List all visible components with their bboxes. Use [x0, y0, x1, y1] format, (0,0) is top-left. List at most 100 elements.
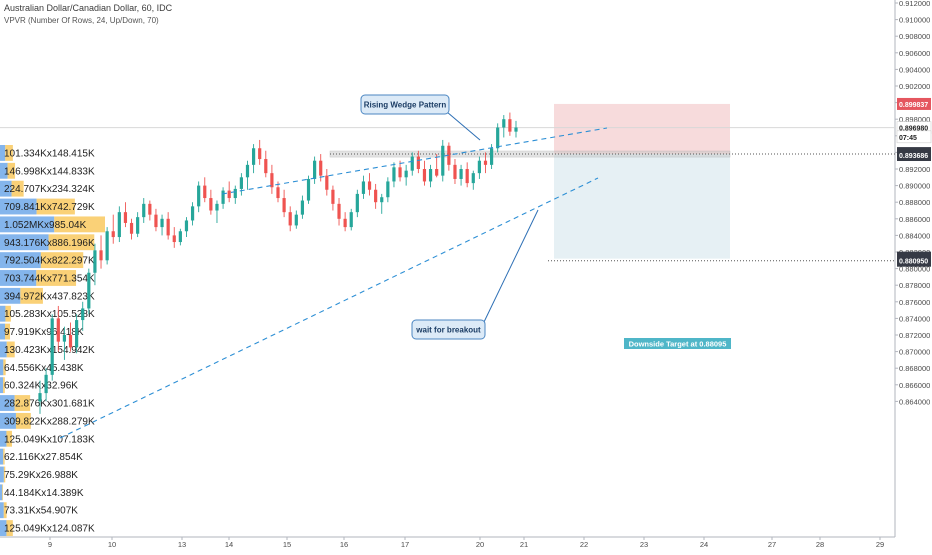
candle-body — [93, 250, 97, 273]
price-badge-label: 0.893686 — [899, 153, 928, 160]
indicator-label: VPVR (Number Of Rows, 24, Up/Down, 70) — [4, 16, 159, 25]
vp-buy-bar — [0, 484, 3, 501]
candle-body — [355, 193, 359, 213]
candle-body — [343, 218, 347, 228]
candle-body — [325, 175, 329, 190]
candle-body — [313, 160, 317, 179]
vp-buy-bar — [0, 323, 6, 340]
x-tick-label: 29 — [876, 540, 884, 549]
wedge-lower-line — [59, 177, 599, 439]
x-tick-label: 20 — [476, 540, 484, 549]
vp-buy-bar — [0, 377, 4, 394]
x-tick-label: 22 — [580, 540, 588, 549]
vp-buy-bar — [0, 395, 15, 411]
candle-body — [441, 145, 445, 176]
vp-sell-bar — [14, 395, 31, 411]
x-tick-label: 23 — [640, 540, 648, 549]
vp-row-label: 125.049Kx124.087K — [4, 524, 95, 535]
y-tick-label: 0.866000 — [899, 381, 930, 390]
vp-row-label: 703.744Kx771.354K — [4, 273, 95, 284]
candle-body — [447, 145, 451, 165]
candle-body — [184, 220, 189, 232]
candle-body — [99, 250, 103, 261]
candle-body — [227, 190, 231, 199]
callout-rising-wedge: Rising Wedge Pattern — [364, 101, 447, 110]
vp-row-label: 75.29Kx26.988K — [4, 470, 78, 481]
y-tick-label: 0.888000 — [899, 198, 930, 207]
vp-buy-bar — [0, 216, 55, 233]
y-tick-label: 0.904000 — [899, 65, 930, 74]
candle-body — [111, 231, 115, 238]
vp-sell-bar — [20, 287, 43, 304]
candle-body — [251, 148, 256, 165]
candle-body — [142, 203, 146, 218]
vp-buy-bar — [0, 341, 7, 358]
candle-body — [337, 203, 341, 219]
vp-row-label: 44.184Kx14.389K — [4, 488, 84, 499]
y-tick-label: 0.910000 — [899, 16, 930, 25]
wedge-upper-line — [221, 127, 608, 195]
candle-body — [276, 187, 280, 199]
position-target-zone — [554, 154, 730, 259]
candle-body — [404, 170, 408, 178]
vp-sell-bar — [40, 252, 84, 269]
vp-row-label: 943.176Kx886.196K — [4, 238, 95, 249]
x-tick-label: 17 — [401, 540, 409, 549]
vp-row-label: 146.998Kx144.833K — [4, 166, 95, 177]
candle-body — [178, 231, 182, 243]
x-tick-label: 13 — [178, 540, 186, 549]
candle-body — [258, 148, 262, 160]
candle-body — [136, 217, 140, 234]
vp-sell-bar — [3, 448, 5, 465]
vp-buy-bar — [0, 359, 4, 376]
vp-sell-bar — [11, 180, 24, 197]
vp-row-label: 282.876Kx301.681K — [4, 399, 95, 410]
vp-row-label: 224.707Kx234.324K — [4, 184, 95, 195]
candle-body — [44, 374, 48, 394]
candle-body — [502, 119, 506, 128]
candle-body — [148, 203, 152, 215]
price-badge-bg — [897, 254, 931, 267]
vp-sell-bar — [5, 305, 11, 322]
candle-body — [129, 222, 134, 234]
candle-body — [416, 156, 420, 169]
price-badge-bg — [897, 149, 931, 162]
vp-sell-bar — [36, 198, 75, 215]
candle-body — [221, 190, 225, 204]
candle-body — [392, 167, 396, 182]
callout-wait-breakout: wait for breakout — [415, 326, 481, 335]
candle-body — [166, 218, 170, 236]
candle-body — [264, 159, 268, 174]
candle-body — [209, 198, 213, 211]
candle-body — [160, 218, 164, 228]
callout-box — [360, 94, 450, 115]
vp-sell-bar — [3, 359, 6, 376]
candle-body — [197, 185, 201, 207]
vp-row-label: 394.972Kx437.823K — [4, 291, 95, 302]
candle-body — [203, 185, 207, 199]
vp-buy-bar — [0, 145, 6, 161]
price-badge-label: 0.899837 — [899, 102, 928, 109]
candle-body — [380, 197, 384, 203]
target-label-bg — [624, 338, 731, 349]
position-stop-zone — [554, 103, 730, 155]
callout-pointer — [483, 209, 539, 323]
vp-buy-bar — [0, 234, 49, 251]
vp-row-label: 130.423Kx154.942K — [4, 345, 95, 356]
price-badge-bg — [896, 130, 932, 144]
candle-body — [465, 169, 469, 184]
candle-body — [75, 320, 79, 348]
candle-body — [306, 178, 311, 201]
candle-body — [483, 160, 488, 165]
vp-sell-bar — [15, 412, 31, 429]
vp-sell-bar — [54, 216, 105, 233]
candle-body — [496, 127, 500, 149]
candle-body — [233, 188, 237, 199]
candle-body — [282, 198, 286, 213]
candle-body — [245, 164, 250, 178]
candle-body — [477, 160, 481, 174]
candle-body — [68, 335, 73, 348]
vp-buy-bar — [0, 430, 7, 447]
y-tick-label: 0.898000 — [899, 115, 930, 124]
